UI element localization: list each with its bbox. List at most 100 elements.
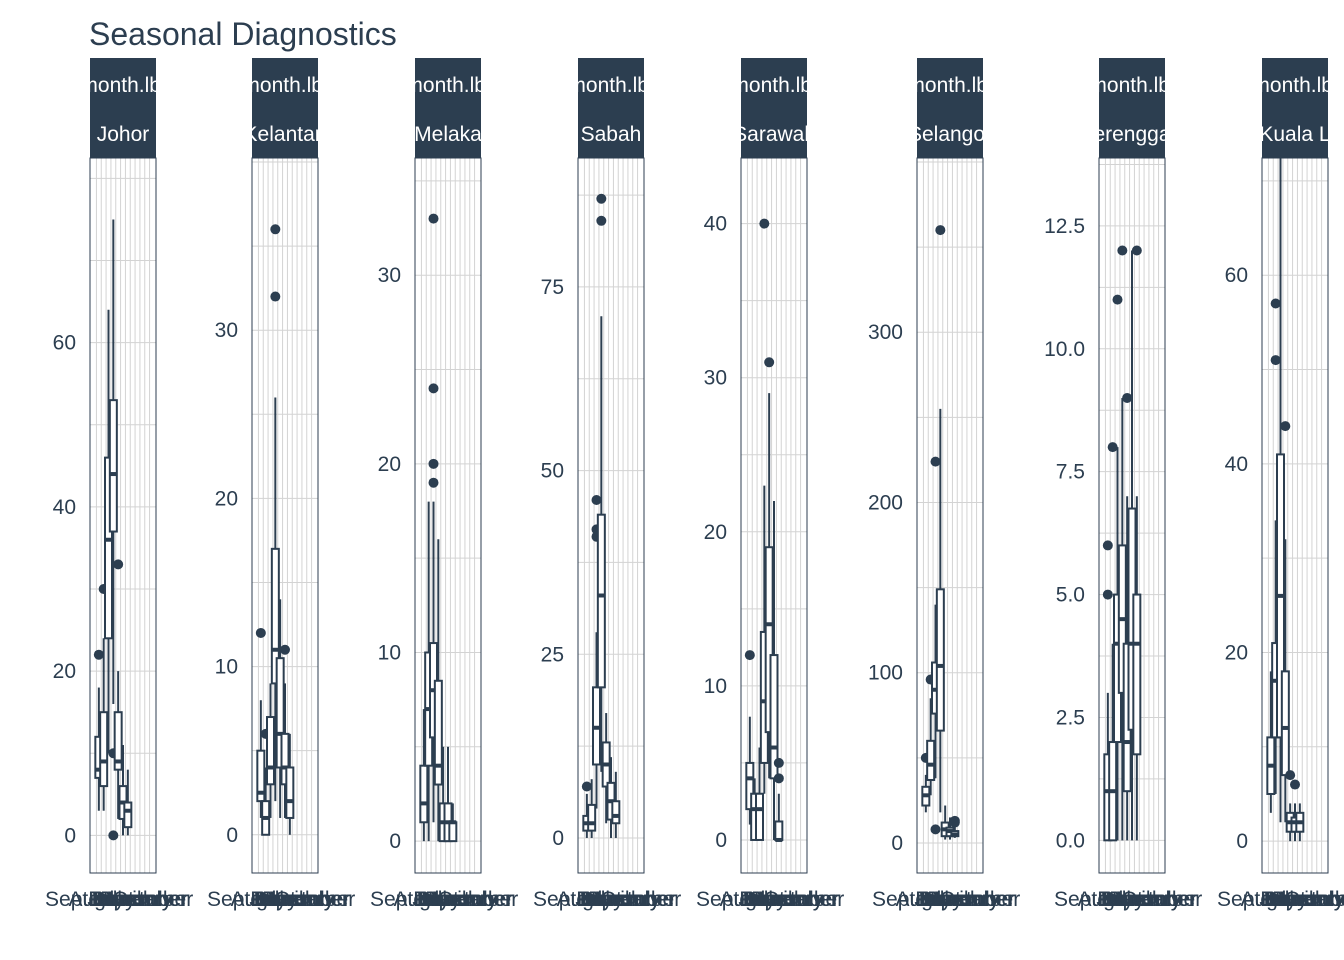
y-tick-label: 300 (868, 321, 903, 344)
x-tick-label: September (1217, 888, 1320, 911)
box (596, 193, 607, 772)
y-tick-label: 0 (552, 827, 564, 850)
strip-label-variable: month.lbl (1089, 74, 1174, 97)
box (255, 627, 266, 818)
x-tick-label: November (258, 888, 355, 911)
box-iqr (113, 711, 123, 771)
box (1285, 770, 1296, 842)
box (1276, 143, 1285, 823)
box (424, 501, 434, 842)
x-tick-label: July (1259, 888, 1297, 911)
box (118, 745, 128, 836)
chart-title: Seasonal Diagnostics (89, 16, 397, 52)
strip-label-state: erengga (1093, 123, 1170, 146)
box (1107, 442, 1118, 842)
box-iqr (419, 764, 429, 824)
y-tick-label: 50 (541, 460, 564, 483)
strip-label-variable: month.lbl (80, 74, 165, 97)
box-iqr (596, 513, 606, 689)
outlier-point (930, 824, 941, 835)
outlier-point (930, 456, 941, 467)
x-tick-label: July (738, 888, 776, 911)
box (260, 728, 271, 836)
box (104, 309, 113, 754)
x-tick-label: December (579, 888, 676, 911)
outlier-point (1280, 421, 1291, 432)
box (773, 757, 784, 842)
y-tick-label: 20 (53, 660, 76, 683)
x-tick-label: December (1100, 888, 1197, 911)
facet-panel: month.lbl erengga 0.0 2.5 5.0 7.5 10.0 12.5 Sept… (1044, 58, 1202, 911)
box-iqr (755, 792, 764, 841)
box (1117, 245, 1128, 841)
x-tick-label: June (1097, 888, 1143, 911)
y-tick-label: 7.5 (1056, 461, 1085, 484)
y-tick-label: 0 (389, 830, 401, 853)
facet-panel: month.lbl Kuala L 0 20 40 60 SeptemberAugustJu… (1217, 58, 1344, 911)
x-tick-label: September (45, 888, 148, 911)
y-tick-label: 20 (378, 453, 401, 476)
outlier-point (935, 225, 946, 236)
x-tick-label: October (274, 888, 349, 911)
strip-label-state: Melaka (414, 123, 482, 146)
x-tick-label: August (394, 888, 460, 911)
y-tick-label: 75 (541, 276, 564, 299)
box (744, 650, 755, 825)
box (764, 357, 775, 779)
x-tick-label: July (87, 888, 125, 911)
box-iqr (745, 761, 755, 811)
x-tick-label: May (1105, 888, 1145, 911)
box-iqr (1280, 670, 1290, 777)
y-tick-label: 60 (53, 332, 76, 355)
facet-strip (741, 58, 807, 158)
x-tick-label: December (253, 888, 350, 911)
x-tick-label: March (747, 888, 805, 911)
box (419, 709, 429, 842)
x-tick-label: December (742, 888, 839, 911)
x-tick-label: April (1272, 888, 1314, 911)
x-tick-label: October (763, 888, 838, 911)
outlier-point (1102, 589, 1113, 600)
box (448, 803, 458, 843)
x-tick-label: January (749, 888, 824, 911)
outlier-point (1285, 770, 1296, 781)
box (285, 733, 295, 835)
outlier-point (591, 494, 602, 505)
y-tick-label: 20 (704, 521, 727, 544)
y-tick-label: 30 (378, 264, 401, 287)
x-tick-label: March (96, 888, 154, 911)
box (108, 219, 119, 841)
strip-label-variable: month.lbl (405, 74, 490, 97)
x-tick-label: November (747, 888, 844, 911)
x-tick-label: April (751, 888, 793, 911)
y-tick-label: 30 (704, 367, 727, 390)
x-tick-label: December (416, 888, 513, 911)
box (601, 713, 611, 824)
y-tick-label: 5.0 (1056, 584, 1085, 607)
facet-strip (415, 58, 481, 158)
y-tick-label: 100 (868, 662, 903, 685)
strip-text-group: month.lbl Selangor (917, 74, 983, 146)
box-iqr (270, 547, 280, 685)
outlier-point (581, 781, 592, 792)
x-tick-label: April (1109, 888, 1151, 911)
y-tick-label: 10.0 (1044, 338, 1085, 361)
outlier-point (1270, 355, 1281, 366)
x-tick-label: March (258, 888, 316, 911)
y-tick-label: 0 (715, 829, 727, 852)
y-tick-label: 0 (1236, 830, 1248, 853)
facet-strip (578, 58, 644, 158)
x-tick-label: October (1284, 888, 1344, 911)
box-iqr (280, 732, 290, 786)
x-tick-label: April (927, 888, 969, 911)
box (266, 683, 275, 818)
x-tick-label: May (421, 888, 461, 911)
y-tick-label: 0 (891, 832, 903, 855)
outlier-point (759, 218, 770, 229)
outlier-point (270, 291, 281, 302)
box-iqr (926, 739, 936, 781)
strip-text-group: month.lbl Johor (80, 74, 165, 146)
x-tick-label: August (1078, 888, 1144, 911)
x-tick-label: November (421, 888, 518, 911)
